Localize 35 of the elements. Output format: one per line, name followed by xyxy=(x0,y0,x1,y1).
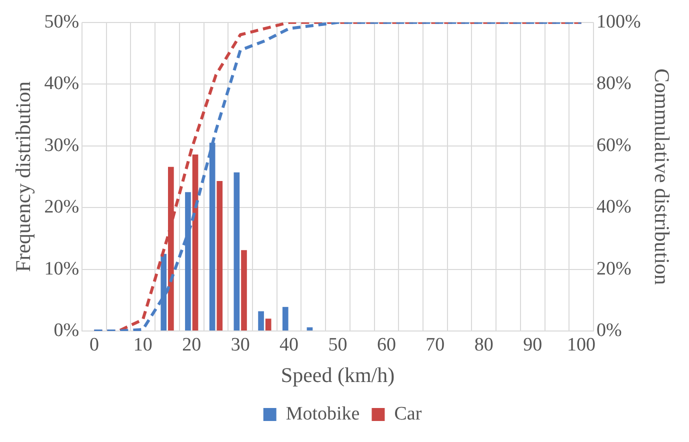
y2-tick-label: 20% xyxy=(596,258,632,280)
x-axis-title: Speed (km/h) xyxy=(280,362,395,387)
y2-tick-label: 0% xyxy=(596,320,622,341)
y2-tick-label: 80% xyxy=(596,73,632,94)
bar xyxy=(265,318,272,330)
y-axis-title: Frequency distribution xyxy=(11,80,36,272)
bar xyxy=(234,172,240,330)
x-tick-label: 80 xyxy=(474,334,494,356)
x-tick-label: 0 xyxy=(89,334,99,356)
y-tick-label: 0% xyxy=(54,320,80,341)
x-tick-label: 20 xyxy=(182,334,202,356)
x-tick-label: 50 xyxy=(328,334,348,356)
x-tick-label: 100 xyxy=(567,334,596,356)
line-series xyxy=(92,22,583,331)
y2-tick-label: 100% xyxy=(596,11,641,32)
y-tick-label: 20% xyxy=(44,196,80,218)
y-tick-label: 50% xyxy=(44,11,80,32)
bar xyxy=(282,306,288,330)
y2-tick-label: 60% xyxy=(596,134,632,156)
y-tick-label: 30% xyxy=(44,134,80,156)
bar xyxy=(216,181,223,330)
x-tick-label: 70 xyxy=(426,334,445,356)
x-tick-label: 40 xyxy=(280,334,299,356)
y2-tick-label: 40% xyxy=(596,196,632,218)
x-tick-label: 30 xyxy=(230,334,250,356)
x-tick-label: 10 xyxy=(133,334,152,356)
bar xyxy=(241,250,247,330)
y-tick-label: 40% xyxy=(44,73,80,94)
legend-label: Car xyxy=(394,403,422,424)
x-tick-label: 90 xyxy=(523,334,542,356)
y-tick-label: 10% xyxy=(44,258,80,280)
legend-label: Motobike xyxy=(286,403,360,424)
bar xyxy=(258,311,264,330)
y2-axis-title: Commulative distribution xyxy=(650,68,674,286)
x-tick-label: 60 xyxy=(376,334,396,356)
